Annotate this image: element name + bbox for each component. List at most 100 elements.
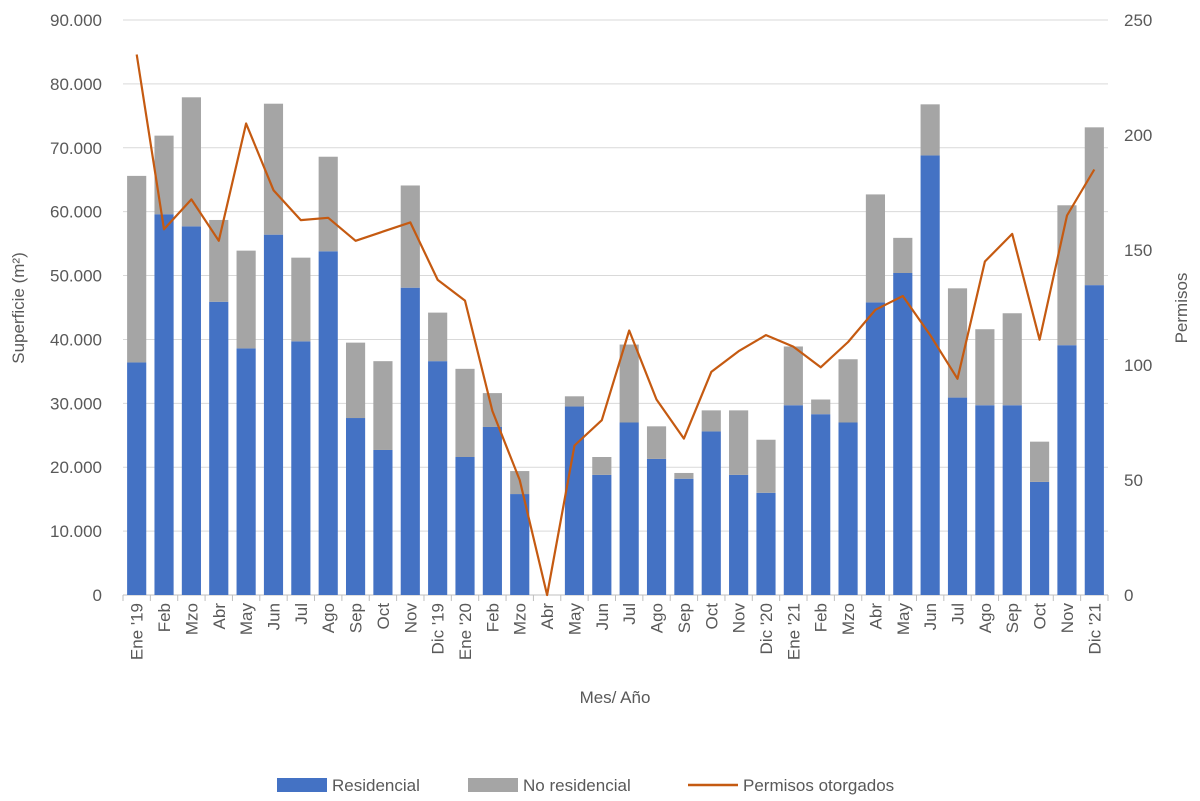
bar-residencial [373,449,393,595]
bar-residencial [1057,345,1077,595]
bar-no-residencial [619,344,639,423]
x-tick-label: Mzo [182,603,201,635]
x-tick-label: Jun [265,603,284,630]
legend-label-permisos-otorgados: Permisos otorgados [743,776,894,795]
x-tick-label: Ago [976,603,995,633]
bar-no-residencial [564,396,585,407]
y2-tick-label: 150 [1124,241,1152,260]
x-tick-label: Jul [620,603,639,625]
bar-no-residencial [1057,205,1077,346]
bar-no-residencial [646,426,667,459]
bar-no-residencial [1084,127,1104,286]
bar-residencial [510,494,530,595]
x-tick-label: Ene '21 [784,603,803,660]
bar-no-residencial [674,472,694,479]
x-tick-label: Oct [374,603,393,630]
bar-residencial [291,341,311,595]
bar-residencial [400,287,420,595]
bar-residencial [428,361,448,595]
y-axis-title: Superficie (m²) [9,252,28,363]
x-tick-label: May [237,603,256,636]
x-axis-title: Mes/ Año [580,688,651,707]
legend-swatch-residencial [277,778,327,792]
bar-no-residencial [592,457,612,475]
bar-no-residencial [181,97,201,227]
x-tick-label: Nov [1058,603,1077,634]
x-tick-label: Ago [648,603,667,633]
x-tick-label: Abr [866,603,885,630]
bar-no-residencial [701,410,721,432]
x-tick-label: Jun [593,603,612,630]
legend-label-residencial: Residencial [332,776,420,795]
bar-no-residencial [893,237,913,273]
bar-residencial [1030,481,1050,595]
x-tick-label: Mzo [839,603,858,635]
y-tick-label: 60.000 [50,203,102,222]
bar-no-residencial [865,194,886,303]
bar-no-residencial [920,104,940,156]
bar-no-residencial [428,312,448,362]
bar-residencial [619,422,639,595]
y-tick-label: 40.000 [50,330,102,349]
x-tick-label: May [566,603,585,636]
bar-residencial [1002,405,1022,595]
bar-no-residencial [838,359,858,423]
bar-residencial [345,418,366,595]
x-tick-label: Nov [401,603,420,634]
x-tick-label: Nov [730,603,749,634]
bar-residencial [783,405,803,595]
x-tick-label: Jun [921,603,940,630]
x-tick-label: Feb [812,603,831,632]
y-axis-left: 0 10.000 20.000 30.000 40.000 50.000 60.000 70.… [50,11,102,605]
bar-no-residencial [209,219,229,302]
bar-no-residencial [1030,441,1050,482]
legend-item-residencial: Residencial [277,776,420,795]
x-tick-label: Sep [1003,603,1022,633]
bar-no-residencial [783,346,803,406]
bar-no-residencial [1002,313,1022,406]
y-tick-label: 20.000 [50,458,102,477]
x-tick-label: Dic '19 [429,603,448,654]
x-axis: Ene '19 Feb Mzo Abr May Jun Jul Ago Sep Oct Nov Dic… [122,595,1109,660]
x-tick-label: Ago [319,603,338,633]
y2-tick-label: 250 [1124,11,1152,30]
x-tick-label: Mzo [511,603,530,635]
y-tick-label: 80.000 [50,75,102,94]
x-tick-label: Sep [675,603,694,633]
legend-label-no-residencial: No residencial [523,776,631,795]
bar-residencial [838,422,858,595]
x-tick-label: Sep [347,603,366,633]
bar-no-residencial [400,185,420,288]
legend: Residencial No residencial Permisos otor… [277,776,894,795]
y-tick-label: 90.000 [50,11,102,30]
y-tick-label: 30.000 [50,394,102,413]
bars [127,97,1104,595]
bar-residencial [729,474,749,595]
bar-no-residencial [318,156,338,252]
bar-no-residencial [345,342,366,419]
bar-no-residencial [291,257,311,342]
bar-residencial [893,273,913,595]
bar-residencial [701,431,721,595]
y2-tick-label: 50 [1124,471,1143,490]
bar-residencial [674,478,694,595]
bar-no-residencial [975,329,995,406]
x-tick-label: May [894,603,913,636]
legend-item-permisos-otorgados: Permisos otorgados [688,776,894,795]
x-tick-label: Jul [292,603,311,625]
bar-no-residencial [756,439,776,493]
bar-no-residencial [373,361,393,450]
bar-residencial [975,405,995,595]
x-tick-label: Feb [155,603,174,632]
bar-residencial [482,426,502,595]
permisos-line-layer [135,54,1096,597]
x-tick-label: Abr [210,603,229,630]
x-tick-label: Feb [483,603,502,632]
y2-tick-label: 0 [1124,586,1133,605]
bar-residencial [1084,285,1104,595]
bar-no-residencial [455,368,475,457]
line-permisos-otorgados [135,54,1096,597]
y2-axis-title: Permisos [1172,273,1191,344]
y-tick-label: 0 [93,586,102,605]
